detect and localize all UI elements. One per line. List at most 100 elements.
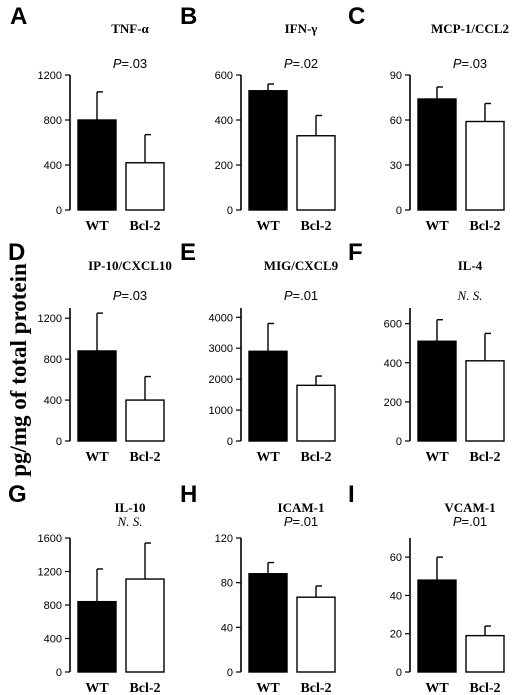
y-tick-label: 40 <box>390 590 402 602</box>
bar-wt <box>248 90 288 211</box>
panel-title: ICAM-1 <box>278 500 325 515</box>
panel-label: H <box>180 481 197 508</box>
y-tick-label: 2000 <box>209 374 233 386</box>
y-tick-label: 1000 <box>209 405 233 417</box>
bar-bcl-2 <box>125 162 165 211</box>
bar-wt <box>417 340 457 442</box>
p-symbol: P <box>284 514 293 529</box>
category-label: Bcl-2 <box>300 681 331 695</box>
category-label: WT <box>85 450 109 465</box>
panel-label: F <box>348 239 363 266</box>
p-value-annotation: N. S. <box>117 514 143 529</box>
category-label: WT <box>256 681 280 695</box>
bar-wt <box>248 350 288 442</box>
category-label: WT <box>256 450 280 465</box>
bar-wt <box>77 119 117 211</box>
y-tick-label: 20 <box>390 629 402 641</box>
p-value-text: =.03 <box>122 288 148 303</box>
p-symbol: P <box>453 514 462 529</box>
panel-title: VCAM-1 <box>444 500 495 515</box>
panel-title: MCP-1/CCL2 <box>431 21 509 36</box>
p-symbol: P <box>284 56 293 71</box>
bar-bcl-2 <box>296 135 336 211</box>
panel-title: IP-10/CXCL10 <box>88 258 172 273</box>
panel-label: D <box>8 239 25 266</box>
y-tick-label: 0 <box>227 205 233 217</box>
y-tick-label: 1200 <box>38 313 62 325</box>
category-label: WT <box>425 219 449 234</box>
y-tick-label: 30 <box>390 160 402 172</box>
y-axis-label: pg/mg of total protein <box>6 263 31 477</box>
panel-title: IFN-γ <box>285 21 318 36</box>
category-label: Bcl-2 <box>300 450 331 465</box>
p-value-text: =.01 <box>293 514 319 529</box>
panel-label: C <box>348 3 365 30</box>
p-value-text: =.02 <box>293 56 319 71</box>
y-tick-label: 0 <box>227 436 233 448</box>
y-tick-label: 200 <box>384 397 402 409</box>
y-tick-label: 4000 <box>209 312 233 324</box>
category-label: Bcl-2 <box>469 681 500 695</box>
y-tick-label: 800 <box>44 600 62 612</box>
category-label: Bcl-2 <box>129 219 160 234</box>
p-value-annotation: P=.03 <box>113 56 147 71</box>
panel-label: A <box>10 3 27 30</box>
y-tick-label: 0 <box>56 436 62 448</box>
y-tick-label: 90 <box>390 70 402 82</box>
p-symbol: P <box>453 56 462 71</box>
p-value-text: =.01 <box>462 514 488 529</box>
category-label: WT <box>256 219 280 234</box>
bar-wt <box>77 600 117 673</box>
bar-wt <box>77 350 117 442</box>
panel-label: E <box>180 239 196 266</box>
p-value-annotation: P=.03 <box>453 56 487 71</box>
p-value-annotation: P=.01 <box>453 514 487 529</box>
p-value-text: =.03 <box>122 56 148 71</box>
category-label: WT <box>85 681 109 695</box>
bar-bcl-2 <box>465 634 505 673</box>
category-label: Bcl-2 <box>300 219 331 234</box>
y-tick-label: 800 <box>44 115 62 127</box>
p-value-annotation: P=.01 <box>284 288 318 303</box>
panel-title: TNF-α <box>111 21 149 36</box>
panel-label: G <box>8 481 27 508</box>
panel-title: IL-4 <box>458 258 483 273</box>
p-symbol: P <box>284 288 293 303</box>
category-label: Bcl-2 <box>469 219 500 234</box>
y-tick-label: 0 <box>396 436 402 448</box>
bar-wt <box>417 579 457 673</box>
panel-label: B <box>180 3 197 30</box>
p-value-annotation: P=.01 <box>284 514 318 529</box>
category-label: WT <box>425 681 449 695</box>
y-tick-label: 80 <box>221 578 233 590</box>
y-tick-label: 1200 <box>38 70 62 82</box>
bar-wt <box>248 573 288 673</box>
panel-label: I <box>348 481 355 508</box>
y-tick-label: 400 <box>215 115 233 127</box>
category-label: Bcl-2 <box>129 450 160 465</box>
p-value-annotation: P=.03 <box>113 288 147 303</box>
y-tick-label: 60 <box>390 115 402 127</box>
y-tick-label: 600 <box>384 319 402 331</box>
y-tick-label: 0 <box>56 205 62 217</box>
y-tick-label: 0 <box>396 205 402 217</box>
y-tick-label: 400 <box>44 160 62 172</box>
bar-bcl-2 <box>465 360 505 442</box>
p-symbol: P <box>113 56 122 71</box>
y-tick-label: 400 <box>384 358 402 370</box>
y-tick-label: 200 <box>215 160 233 172</box>
y-tick-label: 800 <box>44 354 62 366</box>
p-symbol: P <box>113 288 122 303</box>
category-label: Bcl-2 <box>469 450 500 465</box>
y-tick-label: 1600 <box>38 533 62 545</box>
bar-bcl-2 <box>125 578 165 673</box>
bar-bcl-2 <box>296 384 336 442</box>
y-tick-label: 60 <box>390 552 402 564</box>
p-value-annotation: P=.02 <box>284 56 318 71</box>
panel-title: MIG/CXCL9 <box>264 258 339 273</box>
bar-wt <box>417 98 457 211</box>
y-tick-label: 600 <box>215 70 233 82</box>
y-tick-label: 0 <box>396 667 402 679</box>
y-tick-label: 0 <box>227 667 233 679</box>
